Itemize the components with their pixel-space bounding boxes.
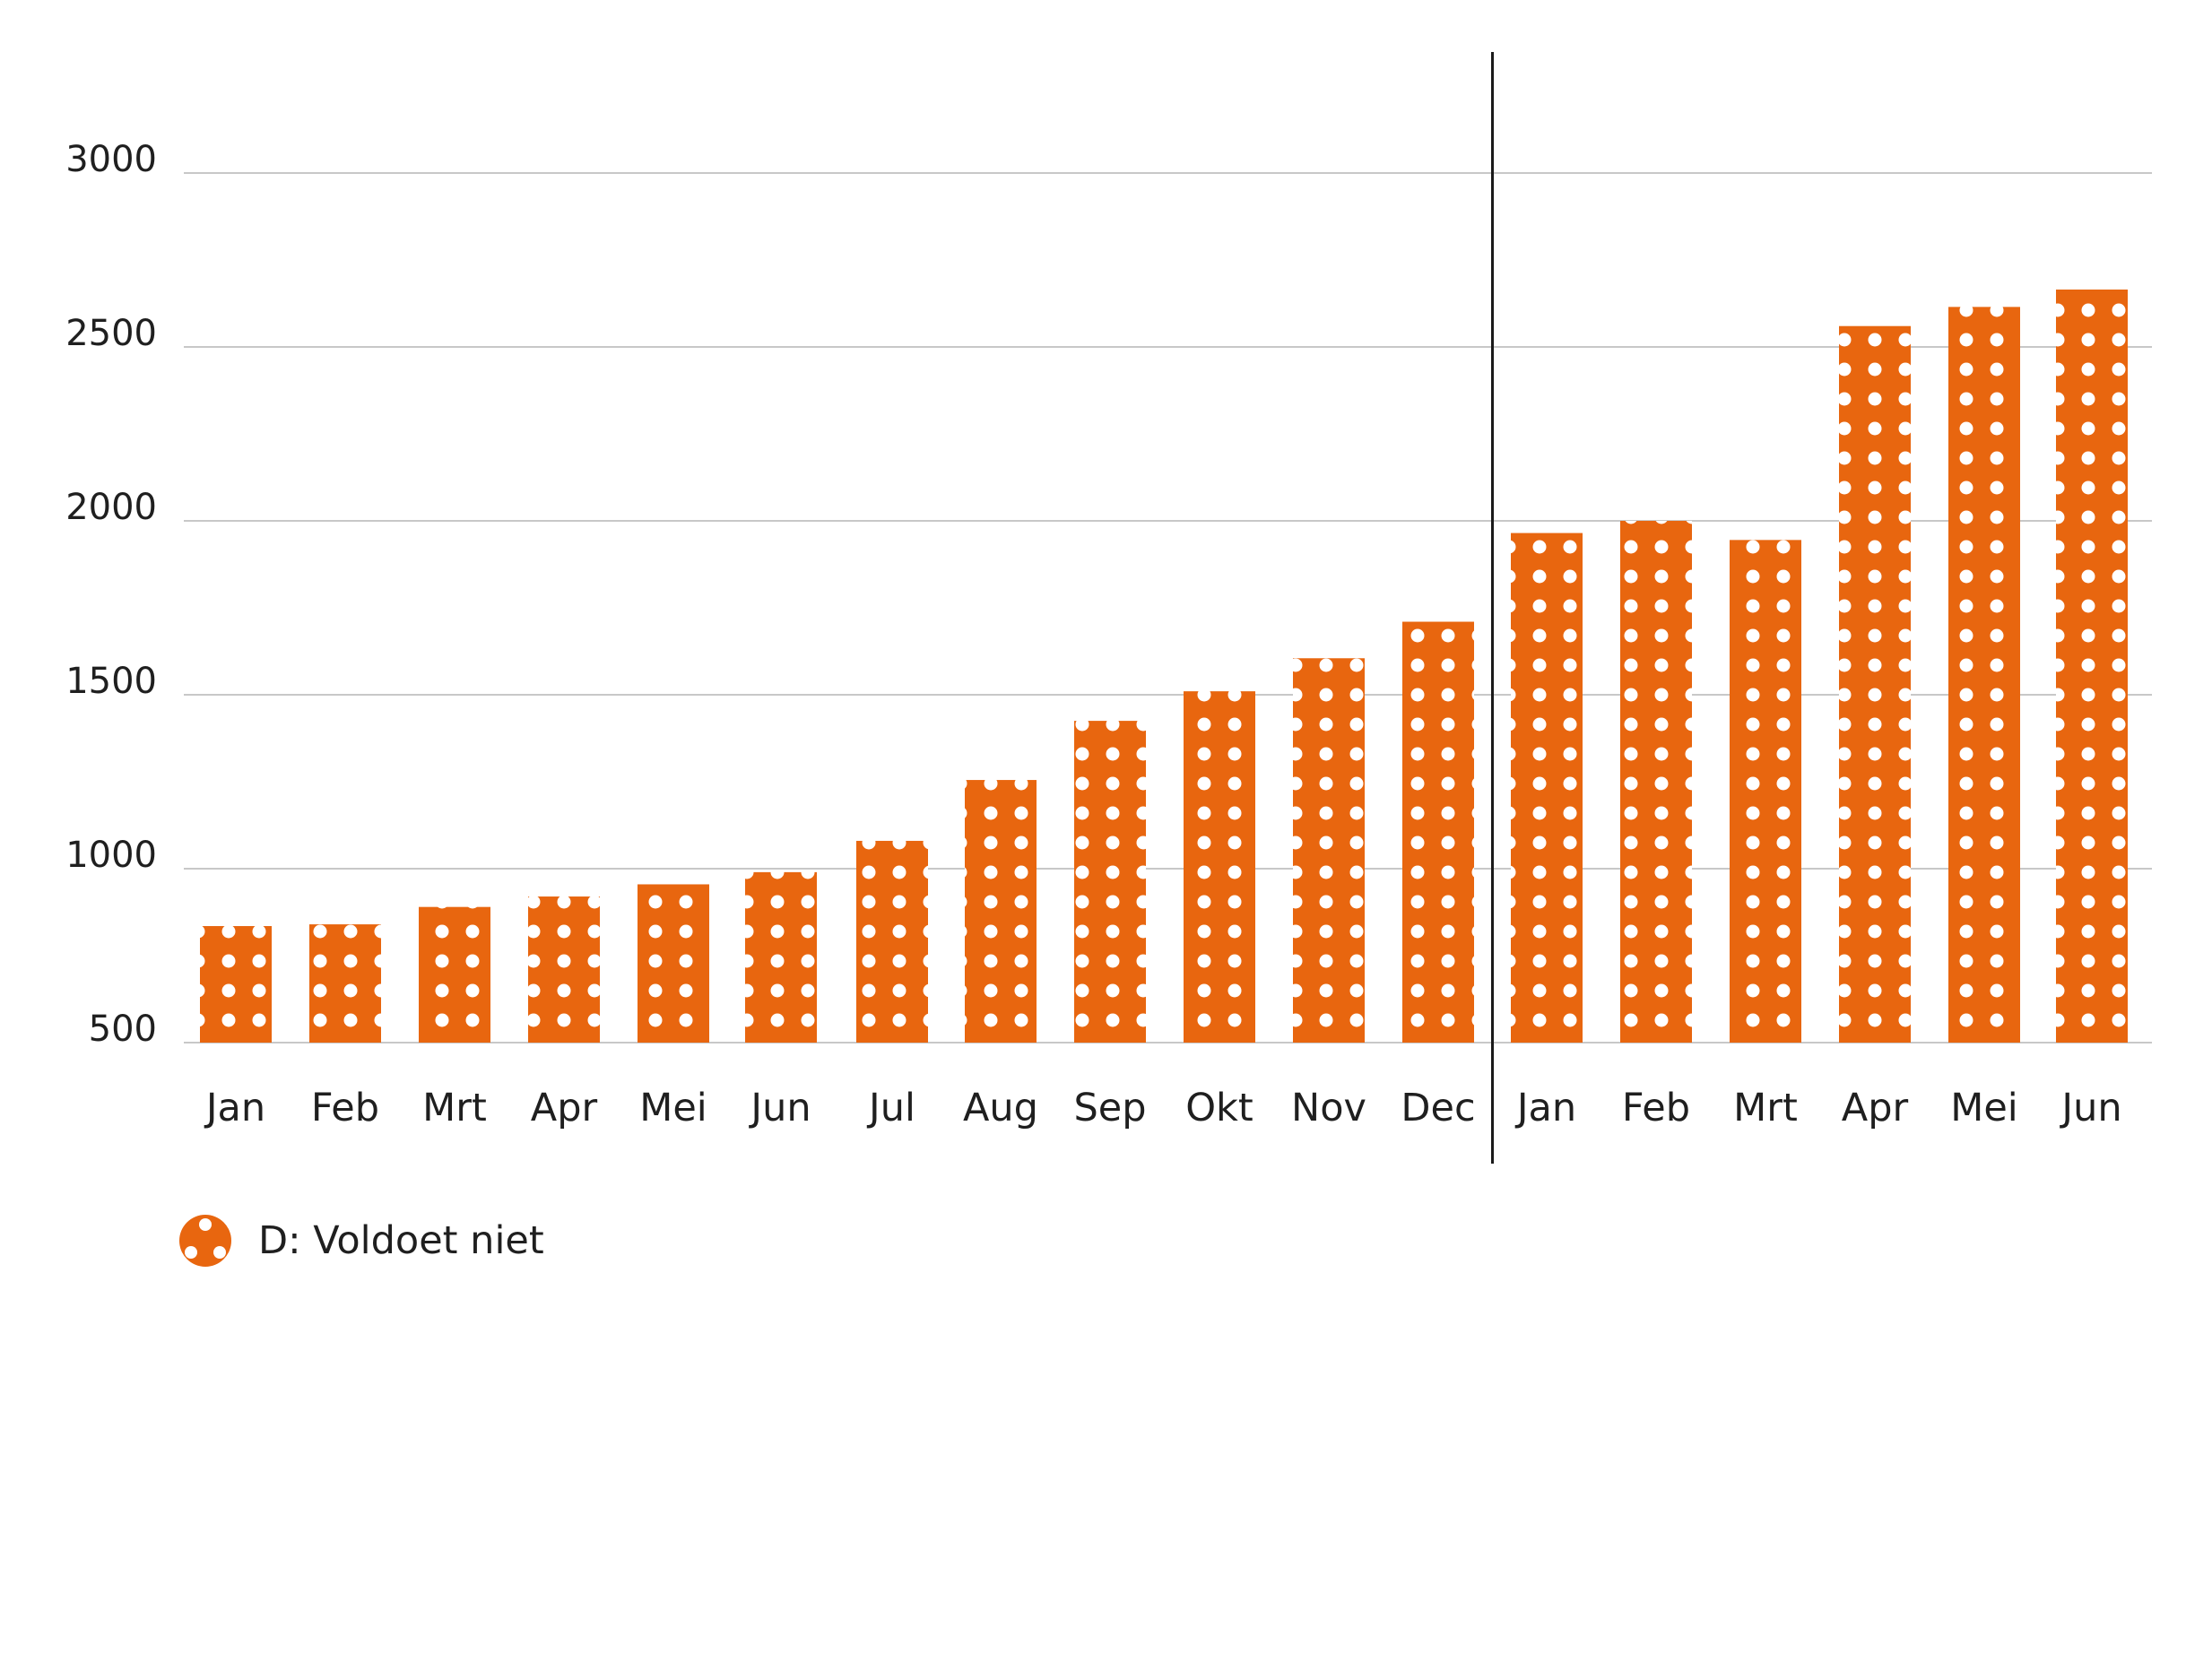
x-tick-label: Apr: [531, 1086, 598, 1130]
legend: D: Voldoet niet: [179, 1215, 544, 1267]
x-tick-label: Apr: [1842, 1086, 1909, 1130]
x-tick-label: Jan: [204, 1086, 265, 1130]
x-tick-label: Jun: [2059, 1086, 2121, 1130]
bar: [1402, 621, 1474, 1043]
bar: [2056, 289, 2128, 1043]
x-tick-label: Jul: [866, 1086, 915, 1130]
bar: [1730, 540, 1801, 1043]
x-tick-label: Mei: [1950, 1086, 2018, 1130]
bar: [309, 924, 381, 1043]
bar: [745, 871, 817, 1043]
x-tick-label: Sep: [1073, 1086, 1146, 1130]
x-tick-label: Feb: [1622, 1086, 1690, 1130]
x-tick-label: Feb: [311, 1086, 379, 1130]
x-tick-label: Mrt: [422, 1086, 487, 1130]
x-axis-ticks: Jan Feb Mrt Apr Mei Jun Jul Aug Sep Okt Nov Dec Jan F…: [204, 1086, 2122, 1130]
y-tick-label: 2000: [65, 487, 157, 528]
bar: [965, 780, 1037, 1043]
legend-swatch-dot: [199, 1218, 212, 1231]
x-tick-label: Jun: [748, 1086, 811, 1130]
x-tick-label: Dec: [1401, 1086, 1475, 1130]
bar: [856, 840, 928, 1043]
legend-swatch-dot: [185, 1246, 197, 1259]
bar: [1293, 658, 1365, 1043]
bar: [638, 884, 709, 1043]
bar: [1511, 533, 1583, 1043]
y-axis-ticks: 500 1000 1500 2000 2500 3000: [65, 139, 157, 1050]
bar: [1620, 521, 1692, 1043]
y-tick-label: 3000: [65, 139, 157, 180]
bar: [528, 896, 600, 1043]
bar: [1184, 691, 1255, 1043]
bar: [1839, 325, 1911, 1043]
bar: [1948, 307, 2020, 1043]
bar: [419, 906, 490, 1043]
y-tick-label: 2500: [65, 313, 157, 354]
legend-label: D: Voldoet niet: [258, 1218, 544, 1263]
bar: [1074, 721, 1146, 1043]
bar: [200, 926, 272, 1043]
x-tick-label: Mrt: [1733, 1086, 1798, 1130]
y-tick-label: 500: [89, 1009, 157, 1050]
x-tick-label: Mei: [639, 1086, 707, 1130]
y-tick-label: 1000: [65, 835, 157, 876]
x-tick-label: Aug: [963, 1086, 1038, 1130]
x-tick-label: Jan: [1514, 1086, 1576, 1130]
legend-swatch-dot: [213, 1246, 226, 1259]
x-tick-label: Nov: [1291, 1086, 1366, 1130]
gridlines: [184, 172, 2152, 1043]
y-tick-label: 1500: [65, 661, 157, 702]
x-tick-label: Okt: [1185, 1086, 1253, 1130]
bars: [200, 289, 2128, 1043]
